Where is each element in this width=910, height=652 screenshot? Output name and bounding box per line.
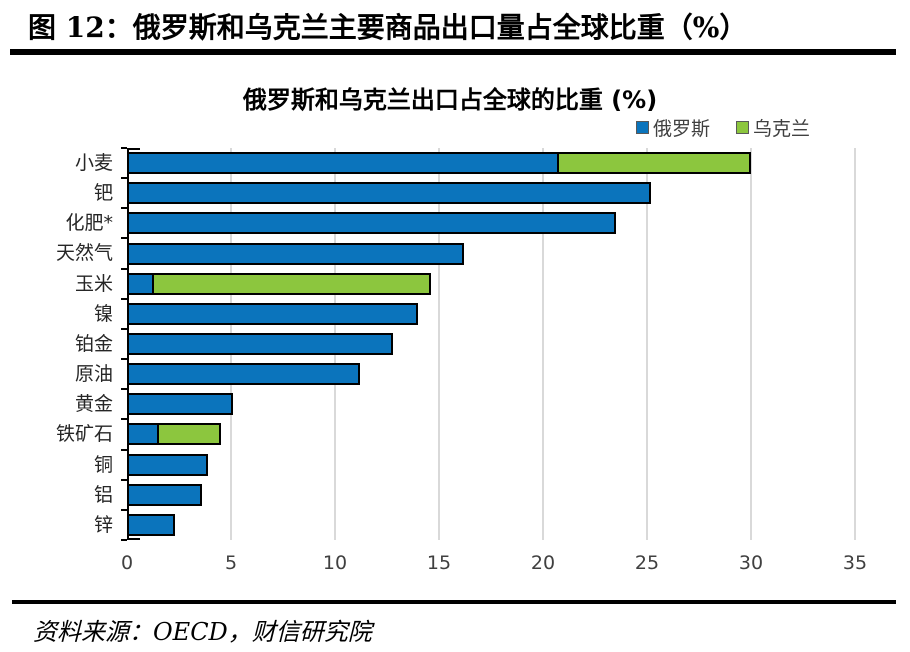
y-axis-tick xyxy=(121,237,127,239)
bar-segment-russia xyxy=(129,335,392,353)
gridline xyxy=(438,148,440,540)
x-axis-tick-label: 25 xyxy=(634,552,660,574)
bar-天然气 xyxy=(127,242,464,265)
bar-铂金 xyxy=(127,333,394,355)
category-label: 化肥* xyxy=(65,212,113,235)
figure-caption: 图 12：俄罗斯和乌克兰主要商品出口量占全球比重（%） xyxy=(28,11,748,44)
x-axis-tick-label: 0 xyxy=(120,552,134,574)
y-axis-tick xyxy=(121,298,127,300)
y-axis-tick xyxy=(121,509,127,511)
bar-segment-russia xyxy=(129,485,200,504)
bar-segment-russia xyxy=(129,214,614,233)
x-axis-tick-label: 30 xyxy=(738,552,764,574)
x-axis-tick-label: 35 xyxy=(842,552,868,574)
category-axis-labels: 小麦钯化肥* 天然气玉米镍铂金原油黄金铁矿石铜铝锌 xyxy=(16,148,120,540)
russia-swatch-icon xyxy=(636,121,649,134)
bar-segment-russia xyxy=(129,304,417,323)
bar-segment-russia xyxy=(129,455,207,474)
top-divider xyxy=(10,49,896,55)
ukraine-swatch-icon xyxy=(736,121,750,134)
export-share-chart: 俄罗斯和乌克兰出口占全球的比重 (%) 俄罗斯 乌克兰 小麦钯化肥* 天然气玉米镍… xyxy=(0,60,910,600)
bar-segment-russia xyxy=(129,425,157,444)
gridline xyxy=(750,148,752,540)
category-label: 钯 xyxy=(93,182,113,205)
bar-化肥* xyxy=(127,212,616,235)
bar-segment-russia xyxy=(129,154,557,173)
x-axis-tick-label: 20 xyxy=(530,552,556,574)
y-axis-tick xyxy=(121,358,127,360)
category-label: 玉米 xyxy=(74,272,113,295)
y-axis-tick xyxy=(121,328,127,330)
bar-玉米 xyxy=(127,272,431,295)
bar-segment-russia xyxy=(129,274,152,293)
x-axis-tick-label: 5 xyxy=(224,552,238,574)
legend-label-russia: 俄罗斯 xyxy=(653,118,711,140)
bar-segment-ukraine xyxy=(151,274,429,293)
bar-锌 xyxy=(127,513,175,536)
legend-label-ukraine: 乌克兰 xyxy=(753,118,811,140)
y-axis-tick xyxy=(121,479,127,481)
y-axis-tick xyxy=(121,388,127,390)
bar-原油 xyxy=(127,363,360,386)
bar-segment-russia xyxy=(129,515,173,534)
bar-segment-russia xyxy=(129,244,462,263)
y-axis-tick xyxy=(121,147,127,149)
bottom-divider xyxy=(12,600,896,604)
bar-segment-ukraine xyxy=(156,425,219,444)
gridline xyxy=(854,148,856,540)
bar-segment-russia xyxy=(129,365,358,384)
y-axis-top-cap xyxy=(127,148,140,150)
chart-title: 俄罗斯和乌克兰出口占全球的比重 (%) xyxy=(242,86,658,114)
category-label: 天然气 xyxy=(55,242,113,265)
category-label: 原油 xyxy=(74,363,113,386)
bar-铝 xyxy=(127,483,202,506)
y-axis-tick xyxy=(121,539,127,541)
category-label: 小麦 xyxy=(74,152,113,174)
x-axis-tick-label: 10 xyxy=(322,552,348,574)
category-label: 黄金 xyxy=(74,393,113,416)
y-axis-tick xyxy=(121,449,127,451)
plot-area xyxy=(121,147,856,541)
y-axis-tick xyxy=(121,207,127,209)
chart-legend: 俄罗斯 乌克兰 xyxy=(636,114,810,141)
gridline xyxy=(646,148,648,540)
category-label: 铝 xyxy=(93,483,113,506)
x-axis-tick-label: 15 xyxy=(426,552,452,574)
y-axis-tick xyxy=(121,177,127,179)
category-label: 铁矿石 xyxy=(55,423,113,446)
bar-铜 xyxy=(127,453,209,476)
y-axis-bottom-cap xyxy=(127,538,140,540)
bar-钯 xyxy=(127,182,652,205)
bar-小麦 xyxy=(127,152,751,175)
bar-segment-russia xyxy=(129,184,650,203)
y-axis-tick xyxy=(121,418,127,420)
x-axis-labels: 0 5 10 15 20 25 30 35 xyxy=(121,552,867,578)
bar-segment-ukraine xyxy=(556,154,749,173)
source-note: 资料来源：OECD，财信研究院 xyxy=(33,618,372,646)
y-axis-tick xyxy=(121,268,127,270)
bar-黄金 xyxy=(127,393,234,416)
legend-item-russia: 俄罗斯 xyxy=(636,114,710,141)
gridline xyxy=(542,148,544,540)
bar-镍 xyxy=(127,302,419,325)
category-label: 镍 xyxy=(93,302,113,325)
bar-铁矿石 xyxy=(127,423,221,446)
bar-segment-russia xyxy=(129,395,232,414)
y-axis-line xyxy=(127,148,129,540)
category-label: 锌 xyxy=(93,513,113,536)
legend-item-ukraine: 乌克兰 xyxy=(736,114,810,141)
category-label: 铜 xyxy=(93,453,113,476)
category-label: 铂金 xyxy=(74,332,113,355)
